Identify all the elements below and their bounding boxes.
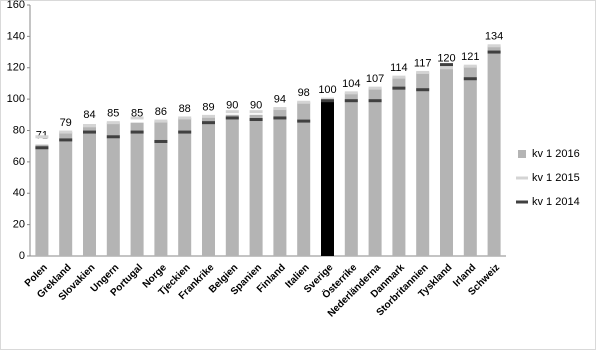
y-tick-label: 0 — [19, 250, 25, 262]
legend-label: kv 1 2015 — [532, 172, 580, 184]
bar — [178, 117, 192, 256]
data-label: 104 — [342, 78, 360, 90]
bar — [368, 88, 382, 256]
y-tick-label: 60 — [13, 156, 25, 168]
y-tick-label: 160 — [7, 0, 25, 11]
data-label: 94 — [274, 93, 286, 105]
data-label: 120 — [437, 53, 455, 65]
legend-swatch — [518, 150, 526, 158]
bar — [106, 122, 120, 256]
data-label: 89 — [202, 101, 214, 113]
data-label: 90 — [226, 100, 238, 112]
bar — [225, 114, 239, 256]
data-label: 79 — [60, 117, 72, 129]
bar — [344, 92, 358, 256]
bar — [202, 116, 215, 256]
bar — [321, 99, 334, 256]
y-tick-label: 80 — [13, 124, 25, 136]
bar — [463, 66, 477, 257]
bar — [392, 77, 406, 256]
data-label: 98 — [298, 87, 310, 99]
data-label: 86 — [155, 106, 167, 118]
y-tick-label: 120 — [7, 62, 25, 74]
data-label: 84 — [83, 109, 95, 121]
data-label: 107 — [366, 73, 384, 85]
bar — [130, 122, 144, 256]
bar — [249, 114, 263, 256]
data-label: 134 — [485, 31, 503, 43]
data-label: 88 — [179, 103, 191, 115]
bar — [59, 132, 73, 256]
bar — [83, 124, 96, 256]
y-tick-label: 100 — [7, 93, 25, 105]
data-label: 85 — [107, 108, 119, 120]
bar — [487, 45, 501, 256]
y-tick-label: 40 — [13, 187, 25, 199]
bar — [297, 102, 311, 256]
bar — [416, 72, 430, 256]
data-label: 117 — [414, 57, 432, 69]
data-label: 114 — [390, 62, 408, 74]
y-tick-label: 140 — [7, 30, 25, 42]
y-tick-label: 20 — [13, 219, 25, 231]
legend-label: kv 1 2014 — [532, 196, 580, 208]
data-label: 121 — [461, 51, 479, 63]
bar — [440, 67, 453, 256]
bar — [273, 108, 287, 256]
bar — [35, 144, 49, 256]
legend-label: kv 1 2016 — [532, 148, 580, 160]
bar — [154, 121, 168, 257]
data-label: 90 — [250, 100, 262, 112]
data-label: 100 — [318, 84, 336, 96]
